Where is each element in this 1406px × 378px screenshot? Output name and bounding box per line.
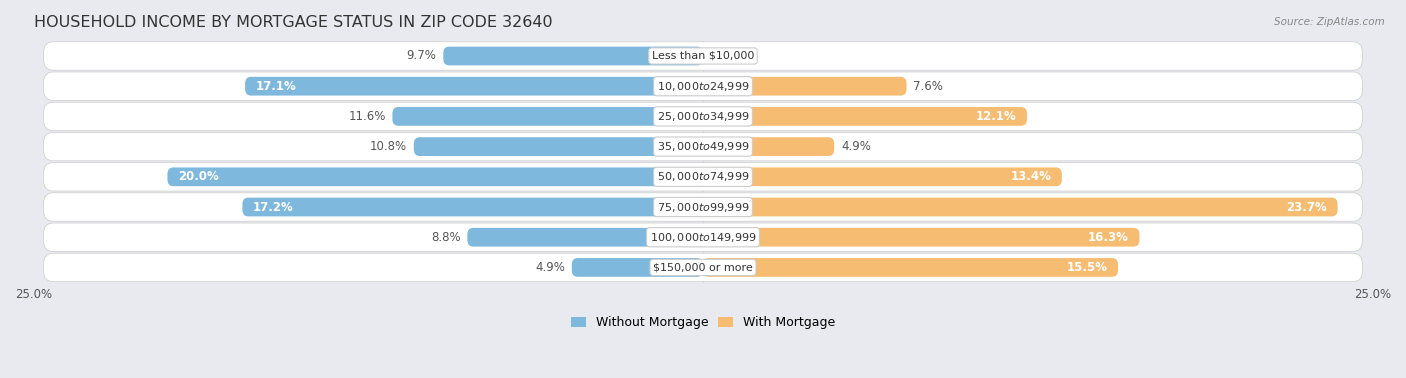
FancyBboxPatch shape <box>44 132 1362 161</box>
Text: 15.5%: 15.5% <box>1066 261 1108 274</box>
Text: $100,000 to $149,999: $100,000 to $149,999 <box>650 231 756 244</box>
Text: 8.8%: 8.8% <box>432 231 461 244</box>
FancyBboxPatch shape <box>703 77 907 96</box>
FancyBboxPatch shape <box>44 253 1362 282</box>
Text: HOUSEHOLD INCOME BY MORTGAGE STATUS IN ZIP CODE 32640: HOUSEHOLD INCOME BY MORTGAGE STATUS IN Z… <box>34 15 553 30</box>
Text: 0.0%: 0.0% <box>710 50 740 62</box>
FancyBboxPatch shape <box>703 198 1337 216</box>
Text: 16.3%: 16.3% <box>1088 231 1129 244</box>
Text: Less than $10,000: Less than $10,000 <box>652 51 754 61</box>
Text: 10.8%: 10.8% <box>370 140 408 153</box>
Text: 11.6%: 11.6% <box>349 110 385 123</box>
Text: $75,000 to $99,999: $75,000 to $99,999 <box>657 200 749 214</box>
Text: $50,000 to $74,999: $50,000 to $74,999 <box>657 170 749 183</box>
FancyBboxPatch shape <box>242 198 703 216</box>
FancyBboxPatch shape <box>703 107 1026 126</box>
FancyBboxPatch shape <box>413 137 703 156</box>
Text: 7.6%: 7.6% <box>914 80 943 93</box>
Text: 17.2%: 17.2% <box>253 200 294 214</box>
Text: $35,000 to $49,999: $35,000 to $49,999 <box>657 140 749 153</box>
Text: $10,000 to $24,999: $10,000 to $24,999 <box>657 80 749 93</box>
FancyBboxPatch shape <box>703 137 834 156</box>
Text: 4.9%: 4.9% <box>841 140 870 153</box>
FancyBboxPatch shape <box>443 46 703 65</box>
Text: 23.7%: 23.7% <box>1286 200 1327 214</box>
FancyBboxPatch shape <box>467 228 703 246</box>
FancyBboxPatch shape <box>572 258 703 277</box>
Text: $150,000 or more: $150,000 or more <box>654 262 752 273</box>
Text: $25,000 to $34,999: $25,000 to $34,999 <box>657 110 749 123</box>
FancyBboxPatch shape <box>392 107 703 126</box>
Text: 20.0%: 20.0% <box>179 170 219 183</box>
Text: 4.9%: 4.9% <box>536 261 565 274</box>
Text: 9.7%: 9.7% <box>406 50 437 62</box>
Text: 12.1%: 12.1% <box>976 110 1017 123</box>
Text: 13.4%: 13.4% <box>1011 170 1052 183</box>
FancyBboxPatch shape <box>44 72 1362 101</box>
Legend: Without Mortgage, With Mortgage: Without Mortgage, With Mortgage <box>571 316 835 330</box>
FancyBboxPatch shape <box>44 102 1362 131</box>
FancyBboxPatch shape <box>703 167 1062 186</box>
FancyBboxPatch shape <box>703 228 1139 246</box>
Text: 17.1%: 17.1% <box>256 80 297 93</box>
Text: Source: ZipAtlas.com: Source: ZipAtlas.com <box>1274 17 1385 27</box>
FancyBboxPatch shape <box>245 77 703 96</box>
FancyBboxPatch shape <box>44 42 1362 70</box>
FancyBboxPatch shape <box>44 193 1362 221</box>
FancyBboxPatch shape <box>703 258 1118 277</box>
FancyBboxPatch shape <box>44 223 1362 251</box>
FancyBboxPatch shape <box>167 167 703 186</box>
FancyBboxPatch shape <box>44 163 1362 191</box>
